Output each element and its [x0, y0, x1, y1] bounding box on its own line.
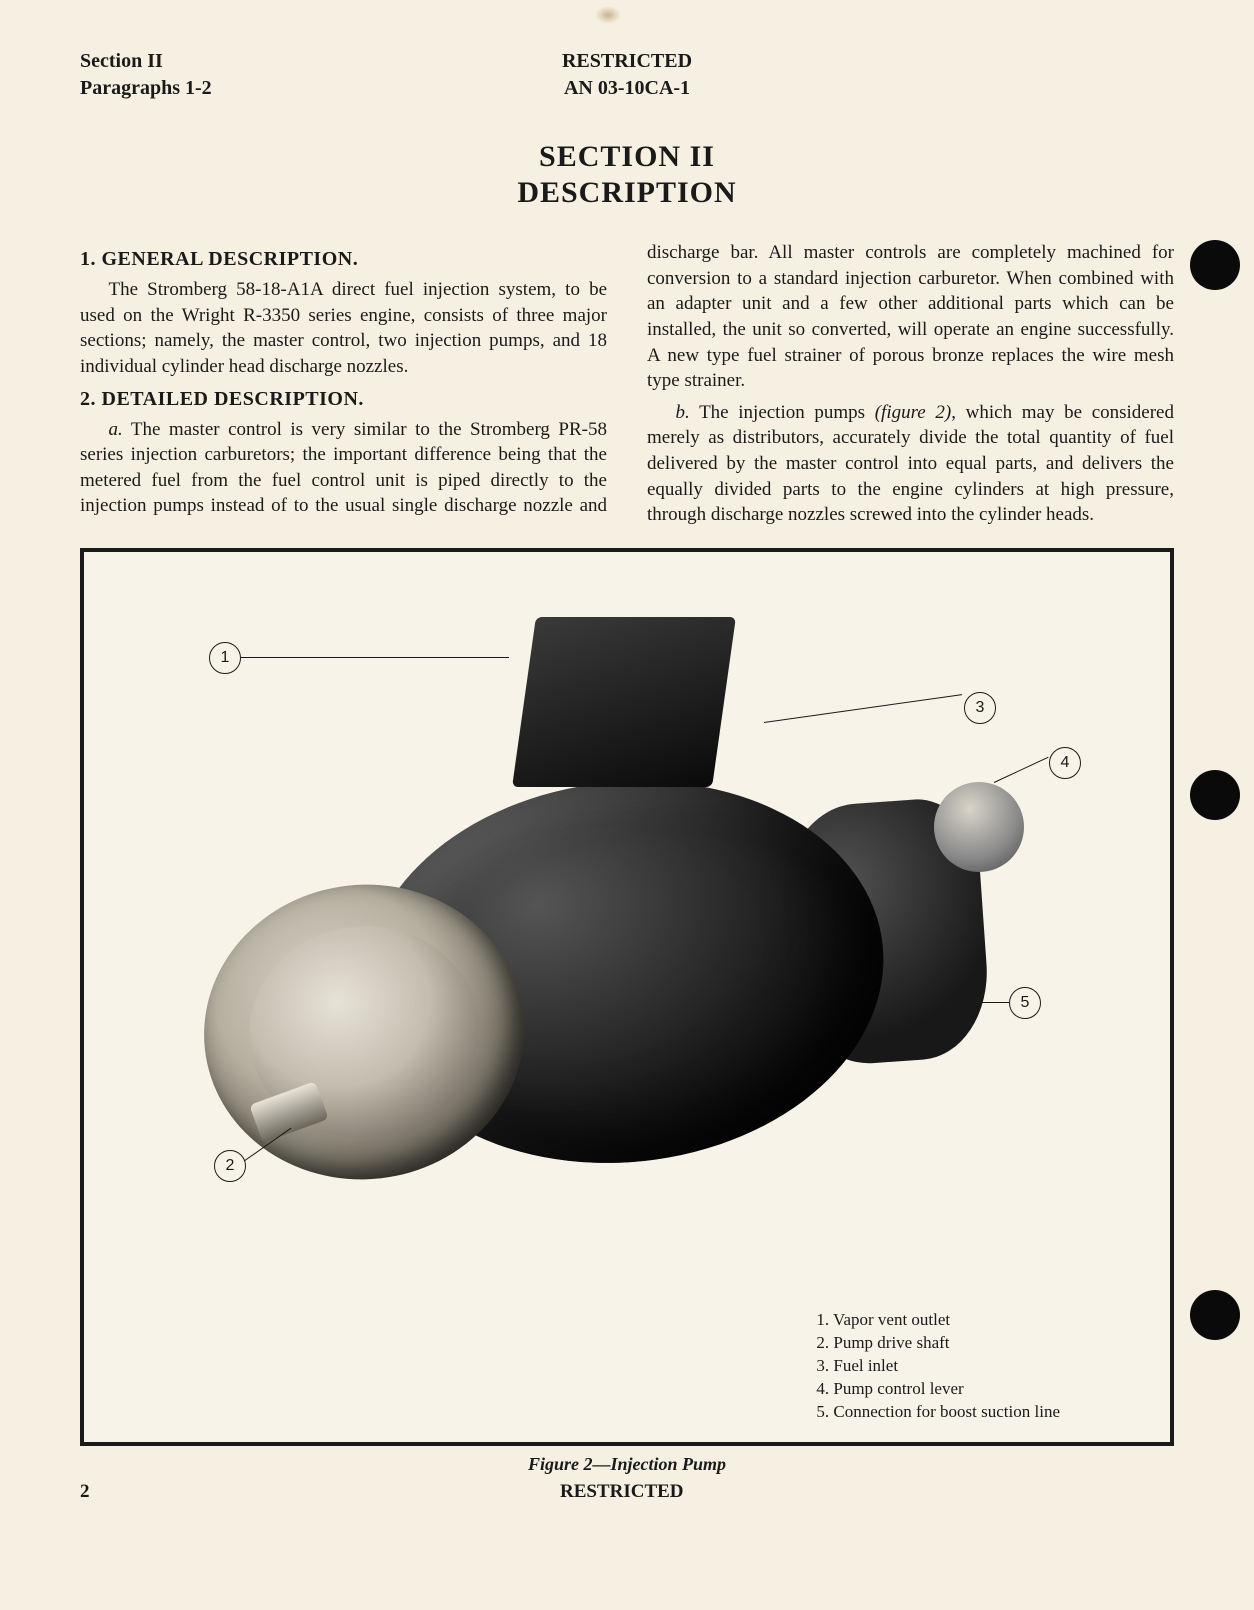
header-row-2: Paragraphs 1-2 AN 03-10CA-1 [80, 77, 1174, 100]
pump-top-illustration [512, 617, 736, 787]
para-2a-prefix: a. [109, 419, 123, 440]
pump-lever-illustration [934, 782, 1024, 872]
leader-3 [764, 694, 962, 723]
callout-3: 3 [964, 692, 996, 724]
page-number: 2 [80, 1481, 90, 1503]
leader-4 [994, 757, 1049, 783]
legend-item-1: 1. Vapor vent outlet [816, 1309, 1060, 1332]
para-2b-text-1: The injection pumps [690, 402, 875, 423]
paper-stain [595, 6, 621, 24]
header-spacer-right-2 [924, 77, 1174, 100]
para-general: The Stromberg 58-18-A1A direct fuel inje… [80, 277, 607, 380]
footer-row: 2 RESTRICTED [80, 1481, 1174, 1503]
callout-1: 1 [209, 642, 241, 674]
binder-hole-bottom [1190, 1290, 1240, 1340]
heading-detailed: 2. DETAILED DESCRIPTION. [80, 386, 607, 413]
section-title: SECTION II [80, 140, 1174, 174]
callout-5: 5 [1009, 987, 1041, 1019]
figure-legend: 1. Vapor vent outlet 2. Pump drive shaft… [816, 1309, 1060, 1424]
binder-hole-top [1190, 240, 1240, 290]
header-docnum: AN 03-10CA-1 [330, 77, 924, 100]
section-subtitle: DESCRIPTION [80, 176, 1174, 210]
figure-box: 1 2 3 4 5 1. Vapor vent outlet 2. Pump d… [80, 548, 1174, 1446]
leader-1 [239, 657, 509, 658]
heading-general: 1. GENERAL DESCRIPTION. [80, 246, 607, 273]
header-row-1: Section II RESTRICTED [80, 50, 1174, 73]
page: Section II RESTRICTED Paragraphs 1-2 AN … [0, 0, 1254, 1610]
legend-item-2: 2. Pump drive shaft [816, 1332, 1060, 1355]
callout-4: 4 [1049, 747, 1081, 779]
footer-spacer [1154, 1481, 1174, 1503]
header-spacer-right [924, 50, 1174, 73]
header-classification: RESTRICTED [330, 50, 924, 73]
binder-hole-middle [1190, 770, 1240, 820]
para-2b-figref: (figure 2) [875, 402, 952, 423]
header-section: Section II [80, 50, 330, 73]
figure-caption: Figure 2—Injection Pump [80, 1454, 1174, 1475]
leader-5 [939, 1002, 1009, 1003]
para-2b-prefix: b. [676, 402, 690, 423]
legend-item-3: 3. Fuel inlet [816, 1355, 1060, 1378]
para-2b: b. The injection pumps (figure 2), which… [647, 400, 1174, 528]
body-columns: 1. GENERAL DESCRIPTION. The Stromberg 58… [80, 240, 1174, 528]
legend-item-5: 5. Connection for boost suction line [816, 1401, 1060, 1424]
header-paragraphs: Paragraphs 1-2 [80, 77, 330, 100]
footer-classification: RESTRICTED [560, 1481, 684, 1503]
legend-item-4: 4. Pump control lever [816, 1378, 1060, 1401]
callout-2: 2 [214, 1150, 246, 1182]
